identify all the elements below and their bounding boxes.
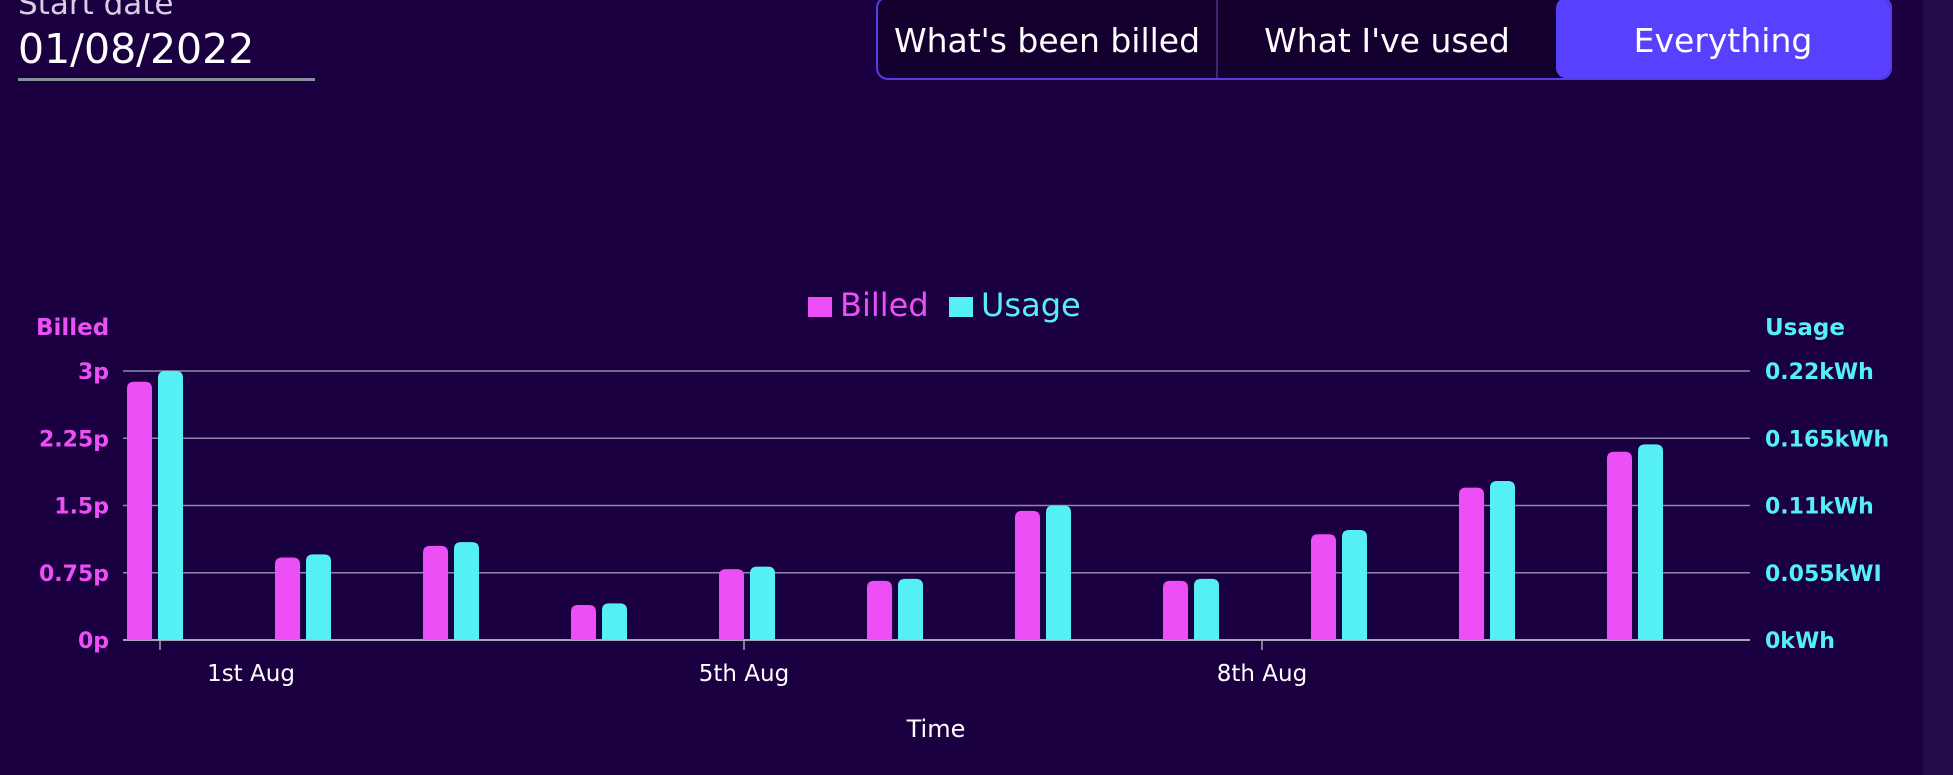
bar-billed — [1607, 451, 1632, 640]
y-left-tick-label: 0p — [78, 629, 109, 654]
y-left-axis-title: Billed — [36, 315, 109, 341]
y-left-tick-label: 1.5p — [54, 495, 109, 520]
toggle-what-ive-used[interactable]: What I've used — [1264, 20, 1510, 60]
start-date-input[interactable]: 01/08/2022 — [18, 22, 315, 81]
bar-billed — [719, 569, 744, 640]
bar-usage — [1490, 481, 1515, 640]
y-right-axis-title: Usage — [1765, 315, 1845, 341]
bar-usage — [454, 542, 479, 640]
legend-usage-label: Usage — [981, 286, 1081, 324]
toggle-everything[interactable]: Everything — [1556, 0, 1890, 78]
legend-usage-swatch — [949, 297, 973, 317]
bar-billed — [127, 381, 152, 640]
y-right-tick-label: 0.22kWh — [1765, 360, 1874, 385]
bar-billed — [1459, 487, 1484, 640]
bar-billed — [1015, 510, 1040, 640]
y-right-tick-label: 0.165kWh — [1765, 427, 1889, 452]
bar-usage — [1638, 444, 1663, 640]
y-left-tick-label: 3p — [78, 360, 109, 385]
page-scrollbar[interactable] — [1923, 0, 1953, 775]
bar-billed — [1163, 580, 1188, 640]
toggle-whats-been-billed[interactable]: What's been billed — [878, 0, 1218, 78]
legend-billed-label: Billed — [840, 286, 929, 324]
bar-usage — [306, 554, 331, 640]
bar-billed — [867, 580, 892, 640]
y-left-tick-label: 2.25p — [39, 427, 109, 452]
bar-usage — [1046, 505, 1071, 640]
x-axis-title: Time — [906, 715, 966, 743]
chart-legend: Billed Usage — [808, 286, 1081, 324]
x-tick-label: 5th Aug — [699, 661, 789, 687]
y-right-tick-label: 0.055kWI — [1765, 562, 1882, 587]
bar-billed — [1311, 534, 1336, 640]
y-right-tick-label: 0.11kWh — [1765, 495, 1874, 520]
bar-usage — [750, 566, 775, 640]
bar-billed — [423, 545, 448, 640]
bar-usage — [898, 578, 923, 640]
y-right-tick-label: 0kWh — [1765, 629, 1835, 654]
start-date-field[interactable]: Start date 01/08/2022 — [18, 0, 315, 81]
legend-billed-swatch — [808, 297, 832, 317]
view-toggle-group: What's been billed What I've used Everyt… — [876, 0, 1892, 80]
bar-usage — [158, 371, 183, 640]
x-tick-label: 8th Aug — [1217, 661, 1307, 687]
bar-usage — [1342, 529, 1367, 640]
x-tick-label: 1st Aug — [207, 661, 295, 687]
bar-usage — [602, 603, 627, 640]
start-date-label: Start date — [18, 0, 174, 22]
bar-billed — [275, 557, 300, 640]
y-left-tick-label: 0.75p — [39, 562, 109, 587]
bar-usage — [1194, 578, 1219, 640]
bar-billed — [571, 605, 596, 640]
